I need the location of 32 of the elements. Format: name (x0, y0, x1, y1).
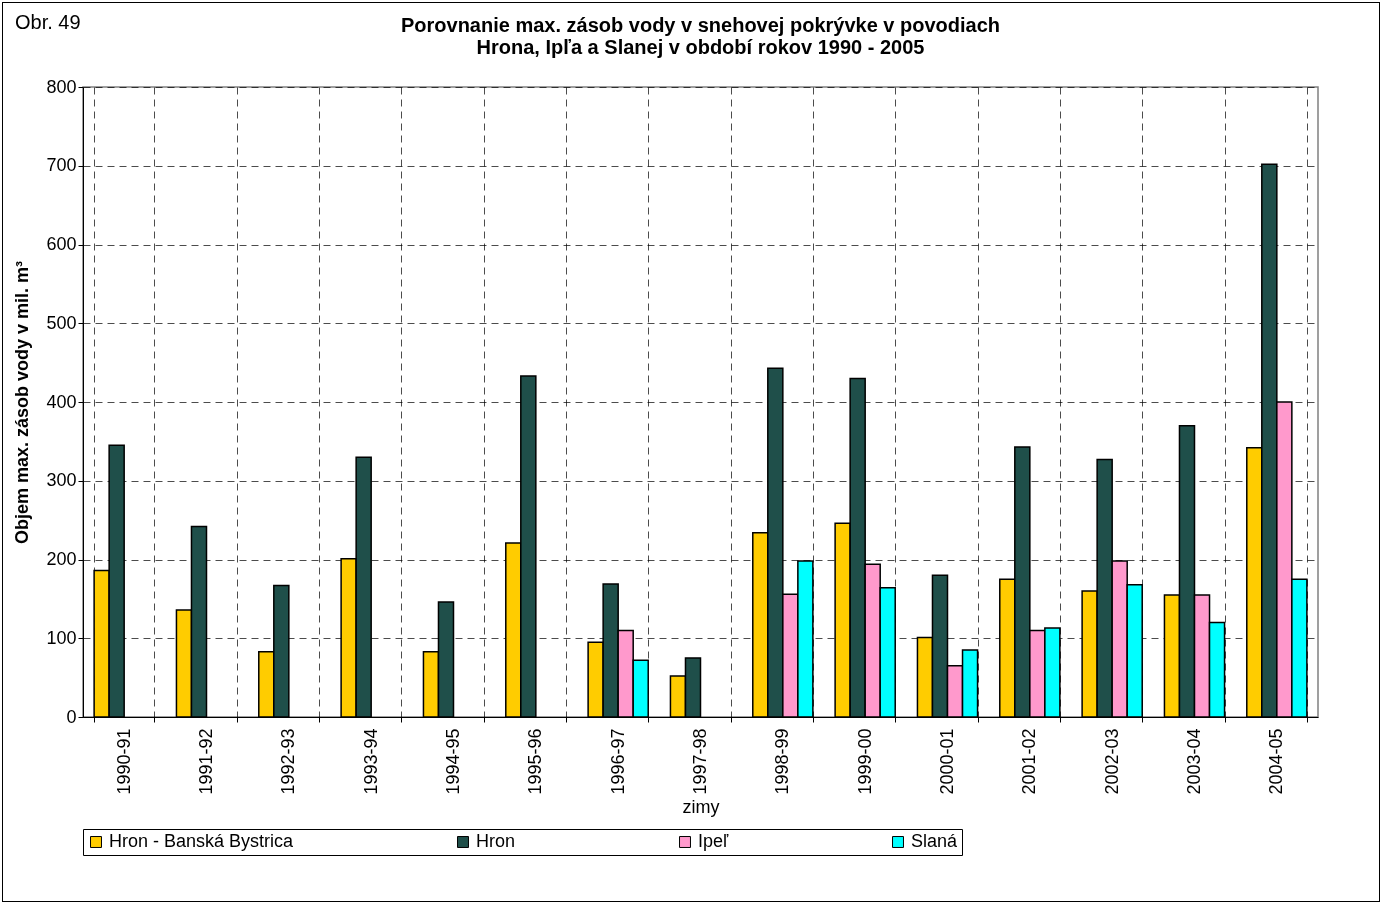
x-tick-label: 1993-94 (360, 728, 381, 795)
y-axis-title: Objem max. zásob vody v mil. m³ (12, 260, 33, 545)
y-tick-label: 700 (46, 155, 77, 176)
x-tick-label: 1994-95 (443, 728, 463, 795)
x-tick-label: 1990-91 (113, 728, 134, 795)
x-tick-label: 1995-96 (525, 728, 546, 795)
x-tick-label: 1992-93 (278, 728, 299, 795)
legend-label: Hron - Banská Bystrica (109, 831, 295, 851)
y-tick-label: 300 (46, 470, 77, 491)
x-tick-label: 1991-92 (196, 728, 216, 795)
y-tick-label: 100 (46, 627, 77, 648)
x-tick-label: 1998-99 (772, 728, 793, 795)
legend-label: Ipeľ (698, 831, 730, 851)
x-tick-label: 1997-98 (690, 728, 710, 795)
x-tick-label: 1999-00 (854, 728, 875, 795)
legend-label: Hron (476, 831, 516, 851)
legend-label: Slaná (911, 831, 959, 851)
x-tick-label: 2002-03 (1101, 728, 1122, 795)
text: Obr. 49 (15, 11, 81, 34)
y-tick-label: 200 (46, 549, 77, 569)
y-tick-label: 600 (46, 234, 77, 254)
y-tick-label: 800 (46, 76, 77, 97)
x-tick-label: 2003-04 (1184, 728, 1204, 795)
x-tick-label: 2004-05 (1266, 728, 1287, 795)
x-tick-label: 2000-01 (937, 728, 957, 795)
y-tick-label: 500 (46, 312, 77, 333)
chart-title: Porovnanie max. zásob vody v snehovej pokrývke v povodiach Hrona, Ipľa a Slanej v období rokov 1990 - 2005 (400, 14, 1001, 58)
x-axis-title: zimy (682, 796, 720, 817)
y-tick-label: 0 (66, 706, 77, 727)
x-tick-label: 1996-97 (607, 728, 628, 795)
x-tick-label: 2001-02 (1019, 728, 1040, 795)
y-tick-label: 400 (46, 391, 77, 412)
